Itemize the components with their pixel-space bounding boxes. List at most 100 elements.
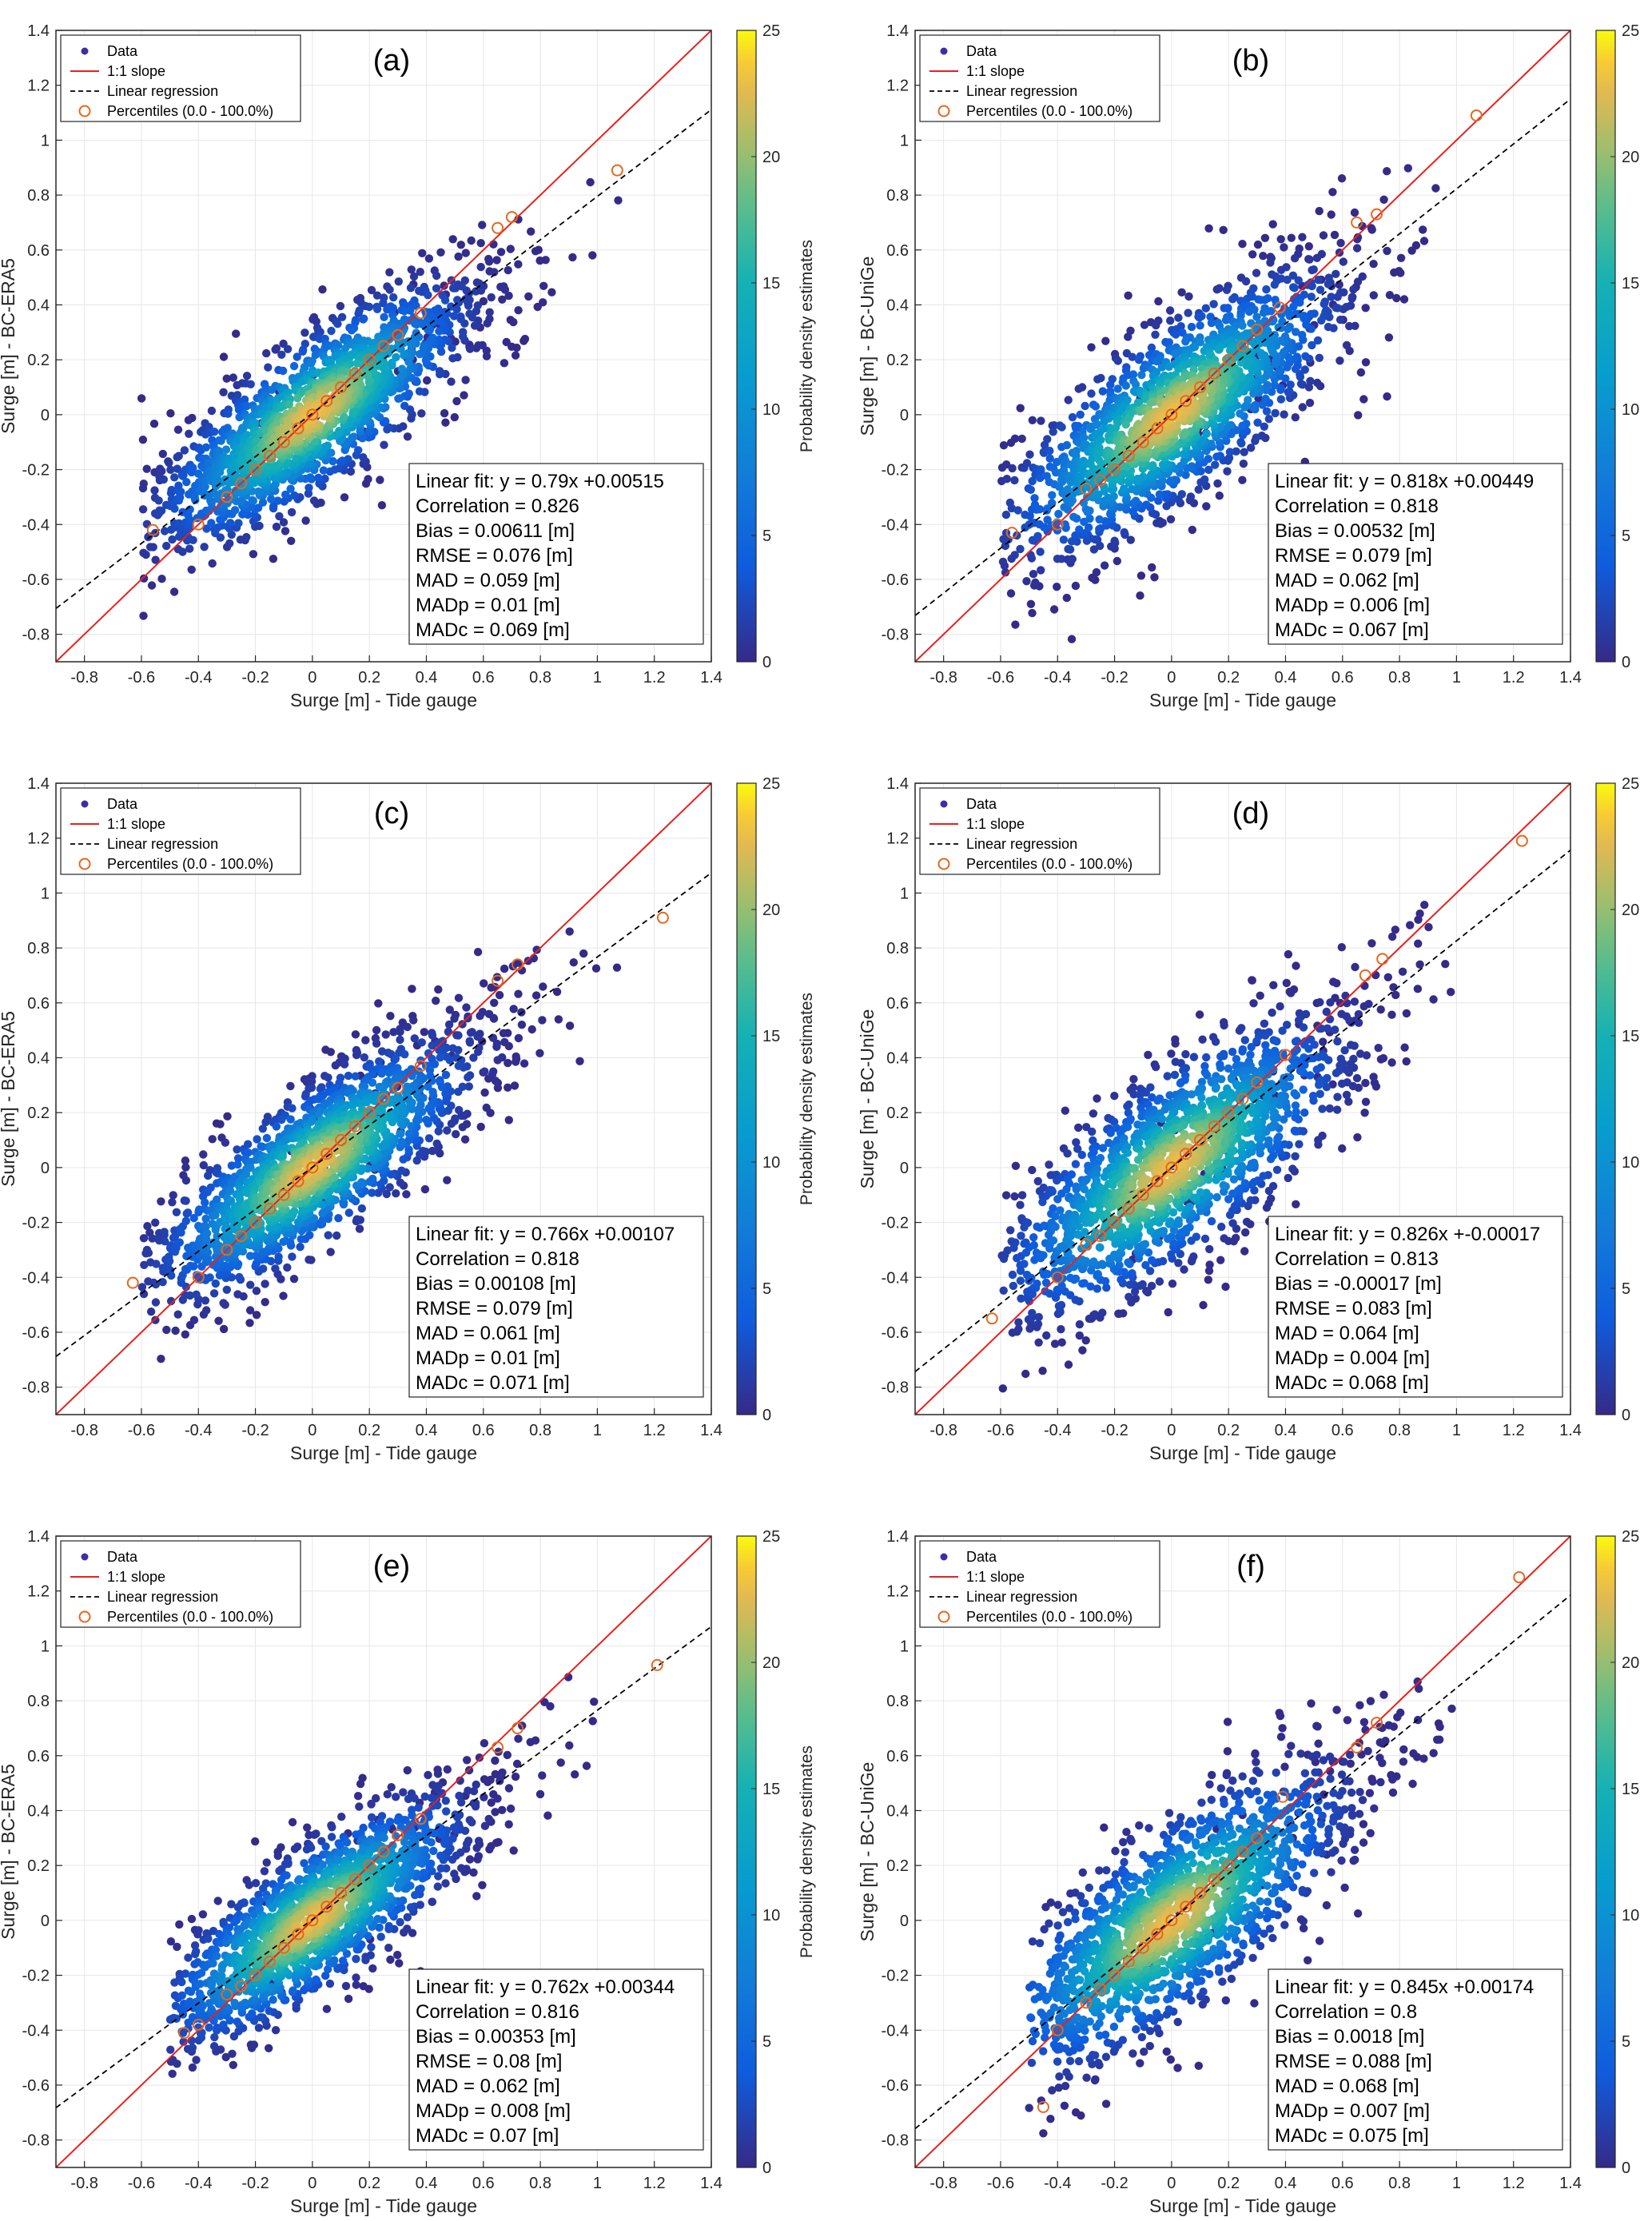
data-point [366, 1063, 375, 1073]
data-point [1298, 330, 1307, 340]
data-point [1049, 605, 1059, 614]
data-point [166, 465, 175, 474]
x-axis-label: Surge [m] - Tide gauge [1149, 690, 1336, 710]
data-point [1126, 535, 1136, 544]
data-point [403, 432, 412, 441]
data-point [396, 1027, 404, 1037]
data-point [579, 949, 588, 958]
data-point [275, 511, 284, 521]
panel-a: -0.8 -0.6 -0.4 -0.2 0 0.2 0.4 0.6 0.8 1 1.2 1.4-0.8… [0, 22, 816, 710]
data-point [535, 256, 544, 265]
data-point [465, 344, 475, 353]
data-point [1270, 380, 1280, 390]
data-point [374, 999, 383, 1008]
data-point [1236, 438, 1245, 447]
x-tick-label: 0.2 [1217, 669, 1240, 687]
data-point [283, 344, 293, 353]
data-point [417, 1038, 426, 1047]
data-point [1129, 370, 1138, 379]
data-point [1028, 416, 1037, 424]
data-point [1155, 516, 1164, 526]
data-point [1053, 555, 1062, 563]
data-point [440, 281, 448, 290]
data-point [447, 1119, 456, 1128]
data-point [1151, 330, 1160, 339]
data-point [1184, 360, 1192, 368]
data-point [473, 1032, 482, 1041]
data-point [422, 354, 431, 363]
data-point [1022, 459, 1032, 468]
data-point [416, 349, 424, 359]
axes-frame [55, 30, 712, 663]
data-point [422, 1116, 431, 1124]
data-point [1010, 434, 1020, 443]
data-point [1252, 433, 1261, 442]
data-point [165, 1256, 174, 1266]
data-point [297, 1235, 305, 1244]
data-point [189, 1315, 199, 1324]
data-point [509, 317, 518, 327]
data-point [1155, 490, 1164, 499]
data-point [1063, 555, 1072, 564]
data-point [327, 326, 336, 336]
data-point [492, 973, 502, 981]
legend-label: 1:1 slope [107, 63, 165, 79]
data-point [137, 394, 146, 403]
data-point [1290, 254, 1300, 263]
data-point [242, 372, 252, 380]
data-point [1249, 389, 1258, 398]
data-point [372, 304, 382, 313]
data-point [1352, 244, 1362, 253]
data-point [448, 344, 456, 352]
percentile-marker [292, 422, 305, 435]
data-point [377, 501, 387, 510]
data-point [183, 1208, 193, 1217]
data-point [435, 327, 444, 336]
data-point [368, 1174, 377, 1184]
data-point [1186, 492, 1196, 501]
panel-label: (a) [373, 44, 410, 78]
data-point [531, 991, 541, 1000]
data-point [492, 256, 501, 265]
data-point [242, 401, 251, 411]
data-point [368, 367, 378, 376]
data-point [1332, 303, 1340, 312]
data-point [331, 1061, 340, 1070]
data-point [464, 1073, 472, 1082]
data-point [1253, 418, 1262, 427]
data-point [1301, 352, 1310, 360]
data-point [1319, 231, 1328, 240]
data-point [326, 1248, 335, 1256]
data-point [168, 535, 177, 544]
data-point [411, 319, 420, 328]
data-point [1202, 429, 1211, 438]
data-point [378, 1142, 387, 1151]
data-point [1150, 573, 1159, 582]
data-point [142, 464, 151, 473]
data-point [480, 979, 488, 988]
data-point [265, 461, 273, 471]
data-point [357, 1204, 366, 1213]
data-point [409, 1016, 418, 1025]
data-point [1280, 243, 1288, 252]
data-point [1407, 246, 1416, 255]
data-point [428, 1146, 437, 1156]
data-point [161, 1237, 169, 1246]
data-point [246, 1163, 255, 1172]
data-point [388, 358, 396, 368]
colorbar-tick-label: 15 [1622, 275, 1639, 293]
data-point [272, 1122, 281, 1131]
data-point [424, 254, 434, 263]
data-point [283, 1263, 292, 1272]
data-point [157, 1355, 165, 1363]
data-point [340, 412, 348, 421]
data-point [278, 366, 288, 376]
data-point [461, 249, 470, 257]
data-point [1134, 356, 1144, 364]
data-point [208, 1135, 217, 1144]
data-point [400, 401, 409, 410]
data-point [320, 443, 329, 452]
data-point [1337, 174, 1347, 183]
data-point [262, 348, 271, 358]
